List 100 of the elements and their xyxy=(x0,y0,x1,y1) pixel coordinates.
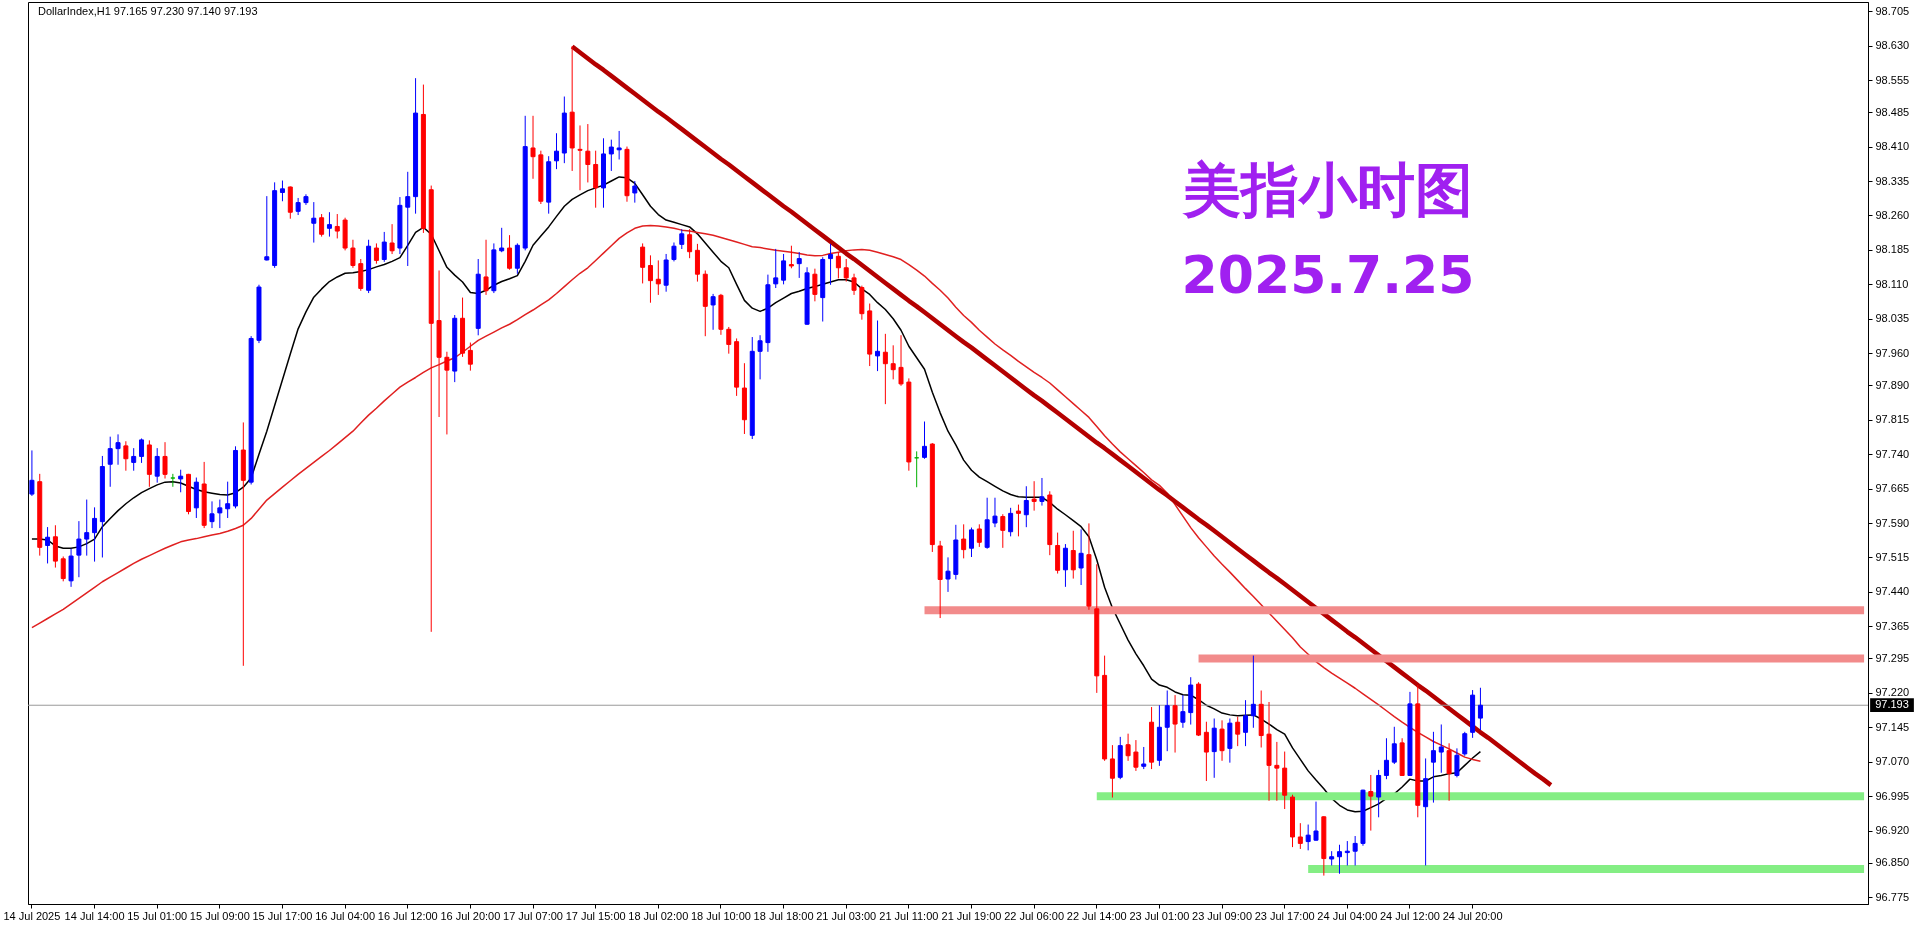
candlestick xyxy=(1376,769,1382,818)
candlestick xyxy=(835,252,841,279)
candlestick xyxy=(694,243,700,282)
candlestick xyxy=(107,436,113,487)
x-tick-label: 18 Jul 18:00 xyxy=(753,909,814,922)
candlestick xyxy=(499,227,505,253)
candlestick xyxy=(1305,824,1311,851)
x-tick-label: 22 Jul 06:00 xyxy=(1004,909,1065,922)
candlestick xyxy=(968,527,974,558)
candlestick xyxy=(326,212,332,237)
candlestick xyxy=(773,248,779,289)
candlestick xyxy=(585,124,591,183)
x-tick-label: 14 Jul 14:00 xyxy=(64,909,125,922)
candlestick xyxy=(608,139,614,171)
candlestick xyxy=(444,351,450,435)
candlestick xyxy=(264,196,270,261)
candlestick xyxy=(373,243,379,264)
candlestick xyxy=(1243,700,1249,747)
candlestick xyxy=(1070,530,1076,579)
candlestick xyxy=(162,442,168,479)
candlestick xyxy=(131,448,137,471)
x-tick-label: 24 Jul 12:00 xyxy=(1379,909,1440,922)
candlestick xyxy=(945,557,951,592)
candlestick xyxy=(1274,741,1280,801)
candlestick xyxy=(796,252,802,278)
ref-line-label: 97.193 xyxy=(1875,698,1909,711)
x-tick-label: 16 Jul 12:00 xyxy=(377,909,438,922)
y-tick-label: 97.815 xyxy=(1875,413,1910,426)
candlestick xyxy=(1015,504,1021,537)
candlestick xyxy=(710,293,716,330)
candlestick xyxy=(92,507,98,562)
chart-title: DollarIndex,H1 97.165 97.230 97.140 97.193 xyxy=(38,5,258,17)
x-tick-label: 23 Jul 17:00 xyxy=(1254,909,1315,922)
x-tick-label: 24 Jul 20:00 xyxy=(1442,909,1503,922)
y-tick-label: 97.665 xyxy=(1875,482,1910,495)
candlestick xyxy=(225,481,231,518)
candlestick xyxy=(1438,724,1444,773)
x-tick-label: 14 Jul 2025 xyxy=(3,909,61,922)
candlestick xyxy=(483,239,489,295)
candlestick xyxy=(1446,743,1452,801)
candlestick xyxy=(1109,745,1115,798)
candlestick xyxy=(1352,836,1358,866)
candlestick xyxy=(217,499,223,529)
x-tick-label: 15 Jul 01:00 xyxy=(127,909,188,922)
candlestick xyxy=(170,473,176,487)
x-tick-label: 22 Jul 14:00 xyxy=(1066,909,1127,922)
candlestick xyxy=(781,253,787,285)
candlestick xyxy=(898,335,904,386)
candlestick xyxy=(890,345,896,380)
candlestick xyxy=(632,180,638,203)
candlestick xyxy=(577,125,583,191)
y-tick-label: 98.260 xyxy=(1875,208,1910,221)
candlestick xyxy=(882,333,888,405)
x-tick-label: 15 Jul 09:00 xyxy=(189,909,250,922)
candlestick xyxy=(875,320,881,372)
x-tick-label: 21 Jul 11:00 xyxy=(879,909,939,922)
candlestick xyxy=(319,214,325,237)
y-tick-label: 96.920 xyxy=(1875,824,1910,837)
candlestick xyxy=(1454,748,1460,778)
y-tick-label: 97.740 xyxy=(1875,447,1910,460)
x-tick-label: 16 Jul 20:00 xyxy=(440,909,501,922)
candlestick xyxy=(647,255,653,303)
candlestick xyxy=(1250,655,1256,728)
y-tick-label: 98.335 xyxy=(1875,174,1910,187)
y-tick-label: 96.995 xyxy=(1875,789,1910,802)
y-tick-label: 98.705 xyxy=(1875,4,1910,17)
candlestick xyxy=(992,497,998,528)
candlestick xyxy=(828,243,834,285)
candlestick xyxy=(29,450,35,496)
candlestick xyxy=(1164,690,1170,752)
candlestick xyxy=(1368,774,1374,831)
candlestick xyxy=(1391,726,1397,765)
x-tick-label: 17 Jul 07:00 xyxy=(503,909,563,922)
y-tick-label: 96.775 xyxy=(1875,890,1910,903)
candlestick xyxy=(1172,695,1178,753)
y-tick-label: 97.590 xyxy=(1875,516,1910,529)
candlestick xyxy=(381,231,387,262)
x-tick-label: 23 Jul 01:00 xyxy=(1129,909,1190,922)
candlestick xyxy=(1344,841,1350,866)
candlestick xyxy=(812,268,818,302)
candlestick xyxy=(687,229,693,259)
candlestick xyxy=(640,243,646,284)
candlestick xyxy=(1477,687,1483,731)
candlestick xyxy=(922,421,928,459)
candlestick xyxy=(530,115,536,179)
candlestick xyxy=(1141,746,1147,770)
candlestick xyxy=(514,243,520,274)
y-tick-label: 97.365 xyxy=(1875,619,1910,632)
candlestick xyxy=(679,229,685,249)
candlestick xyxy=(554,133,560,170)
candlestick xyxy=(655,260,661,295)
candlestick xyxy=(976,524,982,547)
y-tick-label: 98.035 xyxy=(1875,312,1910,325)
candlestick xyxy=(209,501,215,529)
candlestick xyxy=(1430,731,1436,803)
line-series xyxy=(569,44,1554,788)
candlestick xyxy=(507,235,513,270)
y-tick-label: 98.485 xyxy=(1875,105,1910,118)
candlestick xyxy=(311,202,317,243)
candlestick xyxy=(1023,486,1029,528)
